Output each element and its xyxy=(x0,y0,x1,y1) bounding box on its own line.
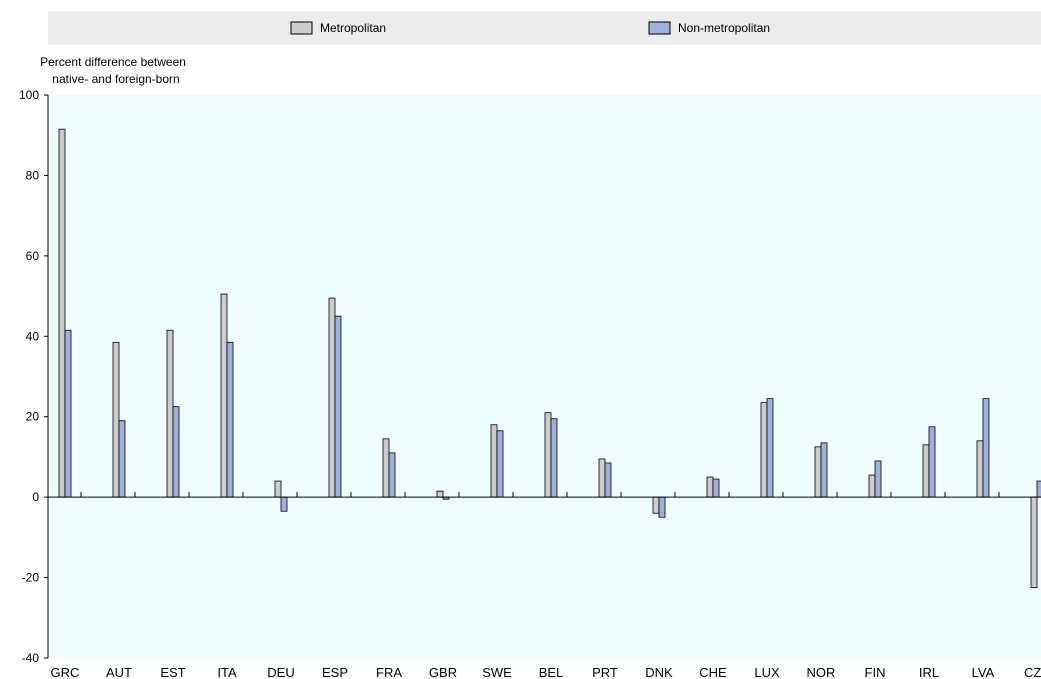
x-tick-label-aut: AUT xyxy=(106,665,132,679)
bar-non-metropolitan-aut xyxy=(118,420,126,498)
bar-metropolitan-nor xyxy=(814,446,822,498)
y-tick-label: 60 xyxy=(26,249,40,263)
x-tick-label-che: CHE xyxy=(699,665,727,679)
y-tick-label: 40 xyxy=(26,329,40,343)
y-axis-title-line-2: native- and foreign-born xyxy=(52,72,179,86)
legend: Metropolitan Non-metropolitan xyxy=(290,21,770,35)
bar-metropolitan-prt xyxy=(598,458,606,498)
bar-non-metropolitan-nor xyxy=(820,442,828,498)
x-tick-label-irl: IRL xyxy=(919,665,939,679)
bar-non-metropolitan-lux xyxy=(766,398,774,498)
legend-label-non-metropolitan: Non-metropolitan xyxy=(678,21,770,35)
bar-non-metropolitan-fra xyxy=(388,452,396,498)
x-tick-label-gbr: GBR xyxy=(429,665,457,679)
x-tick-label-dnk: DNK xyxy=(645,665,673,679)
bar-non-metropolitan-deu xyxy=(280,496,288,512)
bar-metropolitan-esp xyxy=(328,297,336,498)
bar-metropolitan-ita xyxy=(220,293,228,498)
bar-metropolitan-dnk xyxy=(652,496,660,514)
legend-label-metropolitan: Metropolitan xyxy=(320,21,386,35)
y-axis-title-line-1: Percent difference between xyxy=(40,55,186,69)
bar-non-metropolitan-bel xyxy=(550,418,558,498)
bar-non-metropolitan-irl xyxy=(928,426,936,498)
x-tick-label-lva: LVA xyxy=(972,665,995,679)
bar-non-metropolitan-dnk xyxy=(658,496,666,518)
y-axis-ticks: -40 -20 0 20 40 60 80 100 xyxy=(19,88,48,665)
bar-metropolitan-est xyxy=(166,329,174,498)
bar-metropolitan-lux xyxy=(760,402,768,498)
bar-non-metropolitan-grc xyxy=(64,329,72,498)
bar-non-metropolitan-cze xyxy=(1036,480,1041,498)
x-tick-label-grc: GRC xyxy=(51,665,80,679)
x-tick-label-nor: NOR xyxy=(807,665,836,679)
y-tick-label: 100 xyxy=(19,88,39,102)
plot-area xyxy=(48,95,1041,658)
y-tick-label: 0 xyxy=(32,490,39,504)
x-tick-label-est: EST xyxy=(160,665,185,679)
bar-metropolitan-swe xyxy=(490,424,498,498)
bar-metropolitan-bel xyxy=(544,412,552,498)
x-tick-label-swe: SWE xyxy=(482,665,512,679)
x-tick-label-deu: DEU xyxy=(267,665,294,679)
bar-metropolitan-gbr xyxy=(436,490,444,498)
y-tick-label: -40 xyxy=(22,651,40,665)
x-tick-label-cze: CZE xyxy=(1024,665,1041,679)
x-axis-ticks xyxy=(80,492,1000,498)
bar-non-metropolitan-est xyxy=(172,406,180,498)
bar-metropolitan-aut xyxy=(112,341,120,498)
bar-metropolitan-lva xyxy=(976,440,984,498)
bar-metropolitan-fin xyxy=(868,474,876,498)
x-tick-label-fin: FIN xyxy=(865,665,886,679)
x-tick-label-fra: FRA xyxy=(376,665,402,679)
legend-box xyxy=(48,11,1041,45)
bar-metropolitan-irl xyxy=(922,444,930,498)
legend-swatch-non-metropolitan xyxy=(648,21,671,35)
x-axis-labels: GRC AUT EST ITA DEU ESP FRA GBR SWE BEL PRT DNK CHE L… xyxy=(51,665,1041,679)
x-tick-label-bel: BEL xyxy=(539,665,564,679)
y-tick-label: 80 xyxy=(26,168,40,182)
bar-non-metropolitan-che xyxy=(712,478,720,498)
bar-metropolitan-deu xyxy=(274,480,282,498)
x-tick-label-esp: ESP xyxy=(322,665,348,679)
bar-metropolitan-che xyxy=(706,476,714,498)
x-tick-label-ita: ITA xyxy=(217,665,237,679)
bar-non-metropolitan-esp xyxy=(334,315,342,498)
bar-metropolitan-cze xyxy=(1030,496,1038,589)
y-tick-label: 20 xyxy=(26,410,40,424)
bar-non-metropolitan-swe xyxy=(496,430,504,498)
y-tick-label: -20 xyxy=(22,571,40,585)
bar-metropolitan-grc xyxy=(58,128,66,498)
x-tick-label-prt: PRT xyxy=(592,665,618,679)
bar-metropolitan-fra xyxy=(382,438,390,498)
legend-swatch-metropolitan xyxy=(290,21,313,35)
x-tick-label-lux: LUX xyxy=(754,665,780,679)
bars xyxy=(58,128,1041,589)
bar-non-metropolitan-fin xyxy=(874,460,882,498)
bar-non-metropolitan-prt xyxy=(604,462,612,498)
bar-non-metropolitan-ita xyxy=(226,341,234,498)
bar-non-metropolitan-lva xyxy=(982,398,990,498)
